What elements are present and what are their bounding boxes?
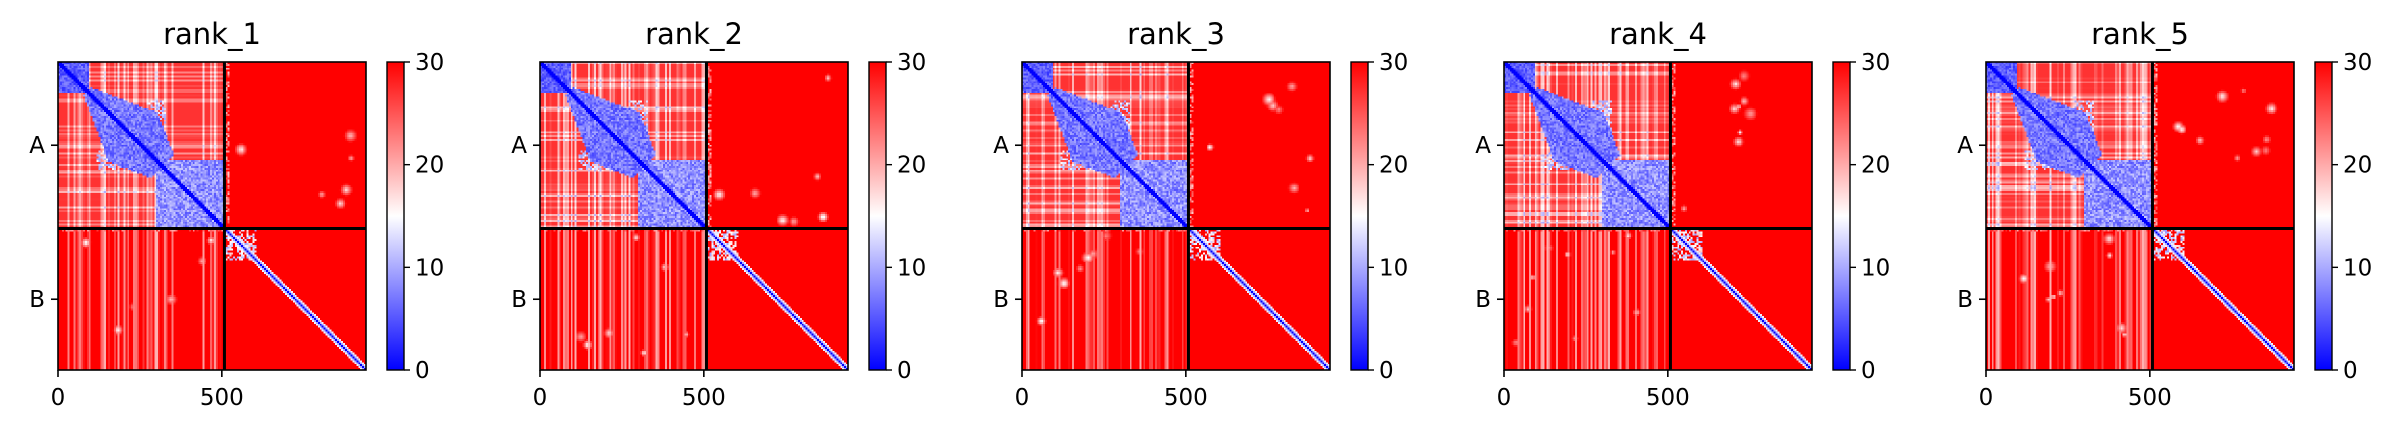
colorbar-tick-label: 0 — [415, 358, 430, 384]
colorbar-tick-label: 30 — [1861, 50, 1890, 76]
x-tick-label: 500 — [1164, 385, 1208, 411]
colorbar-tick-label: 30 — [897, 50, 926, 76]
colorbar-tick-label: 10 — [1379, 255, 1408, 281]
x-tick-label: 0 — [51, 385, 66, 411]
panel-rank-3: rank_3 0 500 A B 0 10 20 30 — [993, 17, 1408, 411]
colorbar-tick-label: 10 — [2343, 255, 2372, 281]
panel-rank-2: rank_2 0 500 A B 0 10 20 30 — [511, 17, 926, 411]
chain-label: A — [511, 133, 527, 159]
colorbar-gradient — [2314, 61, 2333, 371]
colorbar-tick-label: 0 — [2343, 358, 2358, 384]
x-tick-label: 500 — [1646, 385, 1690, 411]
colorbar-tick-label: 10 — [1861, 255, 1890, 281]
panel-title: rank_4 — [1609, 17, 1707, 51]
colorbar-tick-label: 0 — [1379, 358, 1394, 384]
chain-label: B — [29, 287, 45, 313]
pae-heatmap — [58, 62, 366, 370]
panel-rank-5: rank_5 0 500 A B 0 10 20 30 — [1957, 17, 2372, 411]
chain-label: B — [511, 287, 527, 313]
chain-label: A — [993, 133, 1009, 159]
colorbar-gradient — [1350, 61, 1369, 371]
colorbar: 0 10 20 30 — [1350, 50, 1408, 384]
axes-frame — [1021, 61, 1331, 371]
x-tick-label: 0 — [533, 385, 548, 411]
colorbar-tick-label: 20 — [897, 153, 926, 179]
colorbar-tick-label: 10 — [415, 255, 444, 281]
axes-frame — [539, 61, 849, 371]
colorbar-tick-label: 10 — [897, 255, 926, 281]
pae-heatmap — [1986, 62, 2294, 370]
colorbar-gradient — [1832, 61, 1851, 371]
panel-title: rank_1 — [163, 17, 261, 51]
chain-label: A — [1957, 133, 1973, 159]
x-tick-label: 500 — [2128, 385, 2172, 411]
pae-heatmap — [1504, 62, 1812, 370]
colorbar-tick-label: 30 — [415, 50, 444, 76]
colorbar-tick-label: 30 — [2343, 50, 2372, 76]
colorbar: 0 10 20 30 — [386, 50, 444, 384]
pae-heatmap — [1022, 62, 1330, 370]
colorbar-tick-label: 0 — [1861, 358, 1876, 384]
colorbar-tick-label: 0 — [897, 358, 912, 384]
panel-title: rank_3 — [1127, 17, 1225, 51]
chain-label: B — [1475, 287, 1491, 313]
colorbar-tick-label: 20 — [1861, 153, 1890, 179]
colorbar-tick-label: 20 — [2343, 153, 2372, 179]
x-tick-label: 0 — [1015, 385, 1030, 411]
x-tick-label: 500 — [682, 385, 726, 411]
x-tick-label: 0 — [1497, 385, 1512, 411]
colorbar: 0 10 20 30 — [1832, 50, 1890, 384]
panel-title: rank_5 — [2091, 17, 2189, 51]
panel-rank-4: rank_4 0 500 A B 0 10 20 30 — [1475, 17, 1890, 411]
axes-frame — [57, 61, 367, 371]
axes-frame — [1985, 61, 2295, 371]
colorbar-tick-label: 30 — [1379, 50, 1408, 76]
pae-heatmap — [540, 62, 848, 370]
x-tick-label: 500 — [200, 385, 244, 411]
panel-rank-1: rank_1 0 500 A B 0 10 20 30 — [29, 17, 444, 411]
colorbar: 0 10 20 30 — [868, 50, 926, 384]
axes-frame — [1503, 61, 1813, 371]
chain-label: A — [1475, 133, 1491, 159]
colorbar-gradient — [386, 61, 405, 371]
chain-label: A — [29, 133, 45, 159]
x-tick-label: 0 — [1979, 385, 1994, 411]
chain-label: B — [993, 287, 1009, 313]
colorbar-tick-label: 20 — [415, 153, 444, 179]
chain-label: B — [1957, 287, 1973, 313]
colorbar-gradient — [868, 61, 887, 371]
colorbar: 0 10 20 30 — [2314, 50, 2372, 384]
colorbar-tick-label: 20 — [1379, 153, 1408, 179]
panel-title: rank_2 — [645, 17, 743, 51]
